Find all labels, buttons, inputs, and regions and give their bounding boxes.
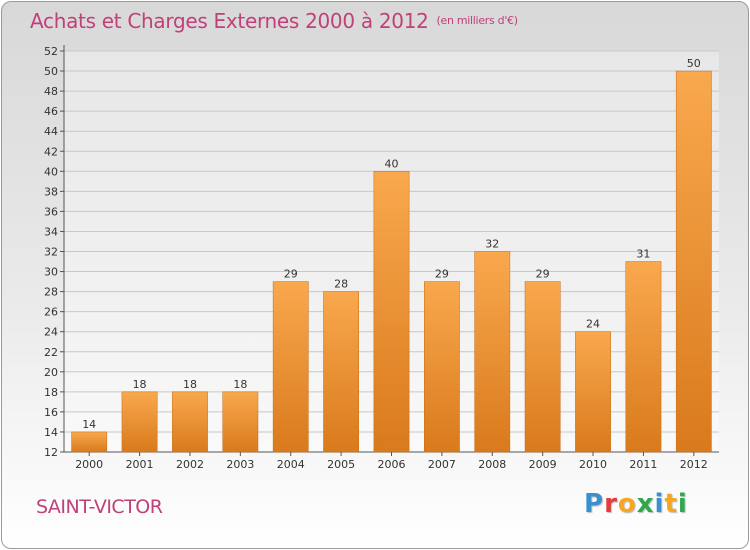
- logo-letter: i: [654, 489, 665, 519]
- y-tick-label: 38: [44, 185, 58, 198]
- y-tick-label: 28: [44, 286, 58, 299]
- bar: [524, 281, 561, 453]
- logo-letter: x: [636, 489, 655, 519]
- data-label: 24: [586, 318, 600, 331]
- title-unit: (en milliers d'€): [436, 14, 518, 27]
- x-tick-label: 2010: [579, 458, 607, 471]
- data-label: 18: [133, 378, 147, 391]
- x-tick-label: 2011: [629, 458, 657, 471]
- data-label: 50: [687, 57, 701, 70]
- x-tick-label: 2001: [126, 458, 154, 471]
- y-tick-label: 24: [44, 326, 58, 339]
- y-tick-label: 42: [44, 145, 58, 158]
- x-tick-label: 2004: [277, 458, 305, 471]
- data-label: 40: [385, 157, 399, 170]
- x-tick-label: 2007: [428, 458, 456, 471]
- data-label: 28: [334, 278, 348, 291]
- x-tick-label: 2009: [529, 458, 557, 471]
- y-tick-label: 44: [44, 125, 58, 138]
- y-tick-label: 46: [44, 105, 58, 118]
- y-tick-label: 20: [44, 366, 58, 379]
- logo-letter: t: [664, 489, 678, 519]
- bar: [323, 291, 360, 453]
- logo-letter: P: [584, 489, 605, 519]
- x-tick-label: 2000: [75, 458, 103, 471]
- bar: [121, 391, 158, 453]
- y-tick-label: 36: [44, 205, 58, 218]
- x-tick-label: 2005: [327, 458, 355, 471]
- y-tick-label: 18: [44, 386, 58, 399]
- y-tick-label: 12: [44, 446, 58, 459]
- data-label: 18: [233, 378, 247, 391]
- y-tick-label: 30: [44, 266, 58, 279]
- y-tick-label: 34: [44, 225, 58, 238]
- bar: [222, 391, 259, 453]
- commune-name: SAINT-VICTOR: [36, 496, 163, 518]
- data-label: 31: [636, 248, 650, 261]
- data-label: 29: [536, 268, 550, 281]
- y-tick-label: 22: [44, 346, 58, 359]
- bar: [675, 70, 712, 453]
- y-tick-label: 32: [44, 246, 58, 259]
- bar: [474, 251, 511, 453]
- x-tick-label: 2003: [226, 458, 254, 471]
- bar: [172, 391, 208, 453]
- y-tick-label: 26: [44, 306, 58, 319]
- x-tick-label: 2002: [176, 458, 204, 471]
- data-label: 32: [485, 238, 499, 251]
- y-tick-label: 14: [44, 426, 58, 439]
- data-label: 29: [435, 268, 449, 281]
- bar: [424, 281, 460, 453]
- y-tick-label: 50: [44, 65, 58, 78]
- logo-letter: o: [617, 489, 637, 519]
- x-tick-label: 2012: [680, 458, 708, 471]
- chart-title: Achats et Charges Externes 2000 à 2012 (e…: [30, 9, 518, 33]
- bar: [71, 431, 108, 453]
- y-tick-label: 48: [44, 85, 58, 98]
- proxiti-logo: Proxiti: [584, 489, 688, 519]
- bar: [625, 261, 662, 453]
- x-tick-label: 2006: [378, 458, 406, 471]
- data-label: 29: [284, 268, 298, 281]
- logo-letter: i: [677, 489, 688, 519]
- data-label: 14: [82, 418, 96, 431]
- y-tick-label: 40: [44, 165, 58, 178]
- data-label: 18: [183, 378, 197, 391]
- bar: [373, 171, 410, 453]
- bar: [575, 331, 611, 453]
- x-tick-label: 2008: [478, 458, 506, 471]
- y-tick-label: 52: [44, 45, 58, 58]
- bar: [272, 281, 309, 453]
- y-tick-label: 16: [44, 406, 58, 419]
- title-text: Achats et Charges Externes 2000 à 2012: [30, 9, 429, 33]
- logo-letter: r: [604, 489, 618, 519]
